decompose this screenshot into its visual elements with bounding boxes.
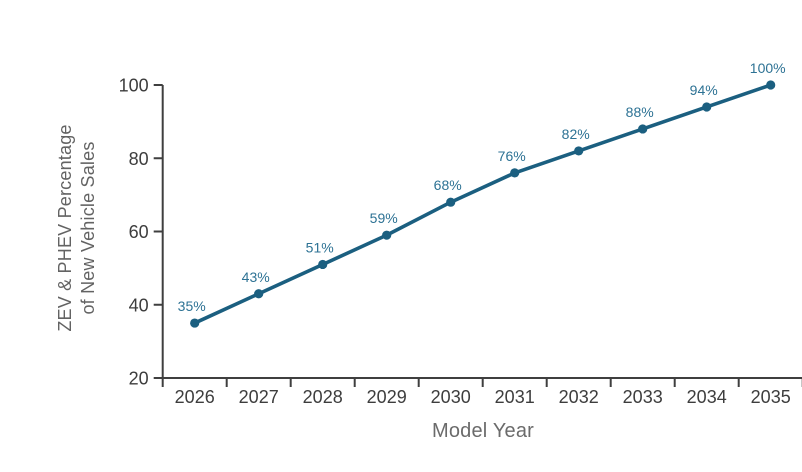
chart-svg: 20 40 60 80 100 2026 2027 2028 2029 2030 2031 2032 2… xyxy=(119,60,802,407)
data-point-label: 76% xyxy=(498,148,526,164)
data-point-label: 68% xyxy=(434,177,462,193)
data-point-label: 88% xyxy=(626,104,654,120)
data-point-label: 100% xyxy=(750,60,786,76)
y-tick-label: 100 xyxy=(119,76,149,96)
x-tick-label: 2032 xyxy=(559,387,599,407)
y-tick-label: 60 xyxy=(129,222,149,242)
x-tick-label: 2030 xyxy=(431,387,471,407)
data-point xyxy=(382,230,392,240)
data-point xyxy=(574,146,584,156)
zev-phev-sales-chart: ZEV & PHEV Percentage of New Vehicle Sal… xyxy=(40,16,802,456)
data-point xyxy=(190,318,200,328)
data-point xyxy=(702,102,712,112)
data-line xyxy=(192,83,773,325)
y-tick-label: 20 xyxy=(129,369,149,389)
data-point xyxy=(318,259,328,270)
x-tick-label: 2035 xyxy=(751,387,791,407)
data-point-label: 82% xyxy=(562,126,590,142)
data-point-label: 35% xyxy=(178,298,206,314)
data-point xyxy=(766,80,776,90)
data-point xyxy=(638,124,648,134)
x-tick-label: 2034 xyxy=(687,387,727,407)
data-point-label: 51% xyxy=(306,239,334,255)
x-tick-label: 2033 xyxy=(623,387,663,407)
data-point xyxy=(446,197,456,207)
y-tick-label: 80 xyxy=(129,149,149,169)
x-tick-label: 2028 xyxy=(303,387,343,407)
x-axis-title: Model Year xyxy=(431,420,535,442)
data-point xyxy=(254,289,264,299)
y-tick-label: 40 xyxy=(129,295,149,315)
x-tick-label: 2027 xyxy=(239,387,279,407)
axis-spine xyxy=(161,85,802,379)
x-tick-label: 2026 xyxy=(175,387,215,407)
x-tick-label: 2031 xyxy=(495,387,535,407)
data-point-label: 94% xyxy=(690,82,718,98)
x-tick-label: 2029 xyxy=(367,387,407,407)
data-point-label: 59% xyxy=(370,210,398,226)
data-point-label: 43% xyxy=(242,269,270,285)
data-point xyxy=(510,168,520,178)
